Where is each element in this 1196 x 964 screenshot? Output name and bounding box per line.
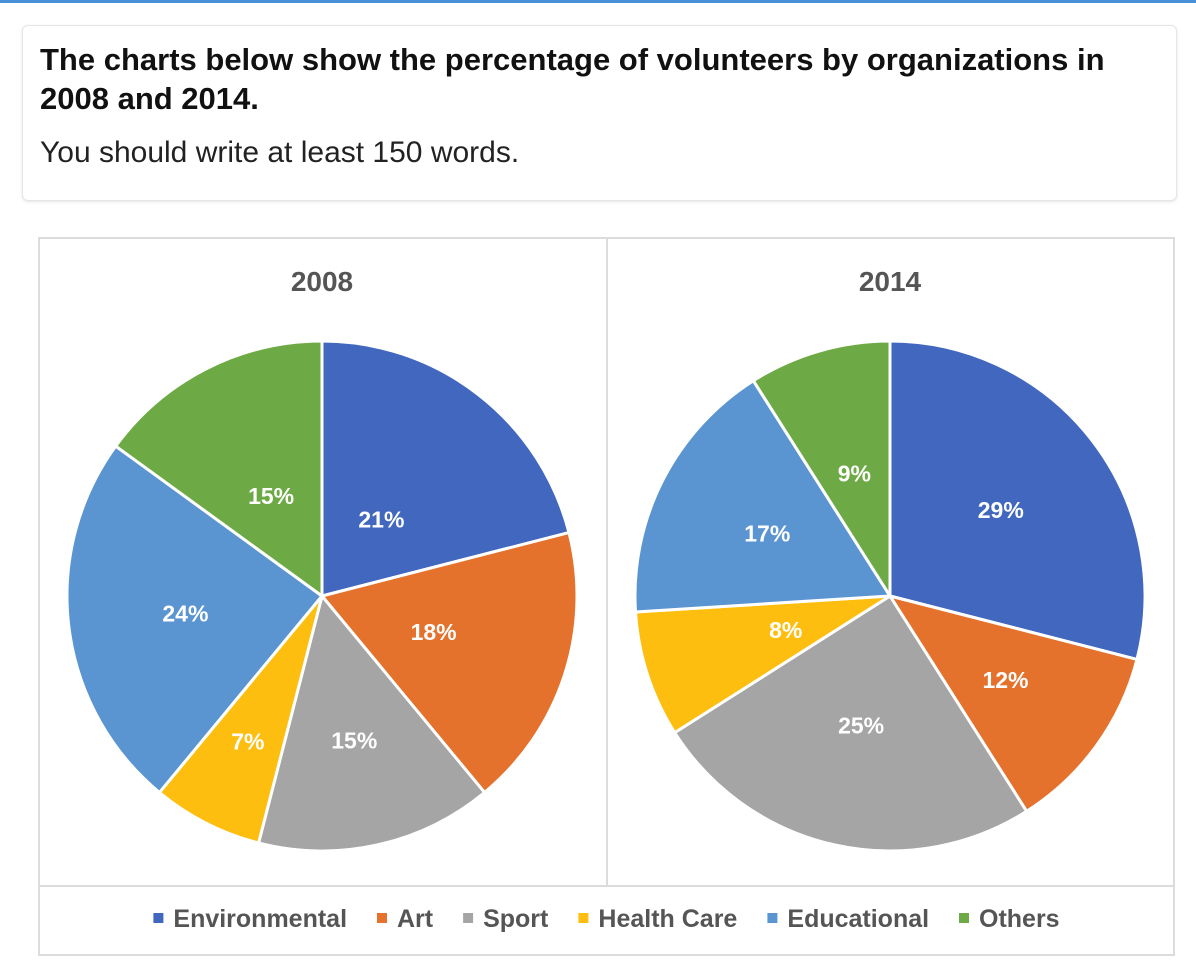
chart-title-2008: 2008 [291, 266, 353, 297]
legend-label-health-care: Health Care [598, 905, 737, 933]
pie-slice-2014-educational [633, 379, 892, 614]
pie-slice-2014-sport [673, 594, 1029, 853]
prompt-card: The charts below show the percentage of … [22, 25, 1177, 201]
data-label-2008-environmental: 21% [358, 506, 404, 532]
pie-slice-2008-sport [257, 594, 487, 853]
pie-slice-2008-others [114, 339, 324, 598]
data-label-2008-others: 15% [248, 483, 294, 509]
data-label-2008-sport: 15% [331, 727, 377, 753]
pie-slice-2014-environmental [888, 339, 1147, 661]
legend-swatch-art [377, 913, 387, 923]
data-label-2008-art: 18% [411, 619, 457, 645]
data-label-2014-others: 9% [838, 461, 871, 487]
legend-label-environmental: Environmental [173, 905, 347, 933]
data-label-2014-art: 12% [982, 667, 1028, 693]
pie-chart-2008: 21% 18% 15% 7% 24% 15% [65, 339, 579, 853]
data-label-2014-health-care: 8% [769, 617, 802, 643]
pie-charts: 2008 2014 21% 18% 15% 7% 24% 15% 29% 12% 25% 8% 1… [40, 239, 1173, 933]
legend-label-educational: Educational [787, 905, 929, 933]
legend-swatch-environmental [153, 913, 164, 923]
legend-swatch-others [959, 913, 969, 923]
data-label-2008-health-care: 7% [231, 728, 264, 754]
data-label-2014-environmental: 29% [978, 497, 1024, 523]
chart-legend: Environmental Art Sport Health Care Educatio… [153, 905, 1060, 933]
legend-label-art: Art [397, 905, 434, 933]
pie-slice-2014-others [751, 339, 892, 598]
prompt-title: The charts below show the percentage of … [40, 42, 1105, 116]
data-label-2008-educational: 24% [162, 600, 208, 626]
legend-swatch-health-care [578, 913, 589, 923]
legend-label-others: Others [979, 905, 1060, 933]
chart-title-2014: 2014 [859, 266, 922, 297]
top-accent-line [0, 0, 1196, 3]
chart-figure: 2008 2014 21% 18% 15% 7% 24% 15% 29% 12% 25% 8% 1… [38, 237, 1175, 956]
pie-chart-2014: 29% 12% 25% 8% 17% 9% [633, 339, 1147, 853]
data-label-2014-educational: 17% [744, 521, 790, 547]
pie-slice-2008-health-care [157, 594, 324, 845]
data-label-2014-sport: 25% [838, 712, 884, 738]
pie-slice-2008-art [320, 531, 579, 794]
pie-slice-2014-art [888, 594, 1139, 813]
pie-slice-2008-environmental [320, 339, 571, 598]
pie-slice-2014-health-care [634, 594, 892, 735]
pie-slice-2008-educational [65, 444, 324, 794]
legend-label-sport: Sport [483, 905, 549, 933]
legend-swatch-educational [767, 913, 778, 923]
prompt-instruction: You should write at least 150 words. [40, 136, 520, 169]
legend-swatch-sport [463, 913, 474, 923]
